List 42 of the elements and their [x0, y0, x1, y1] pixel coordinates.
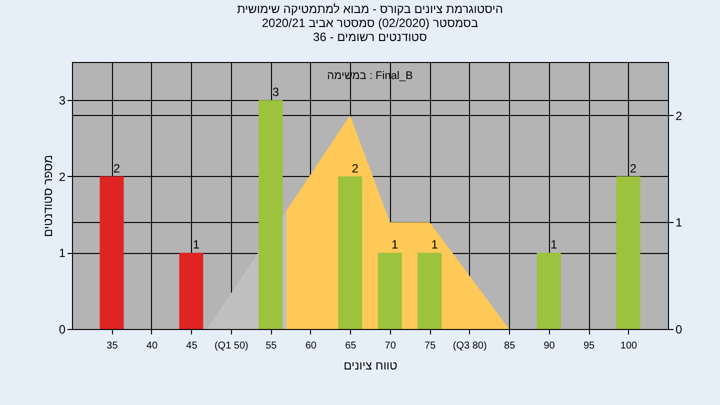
x-tick-label: 90	[544, 340, 556, 352]
data-label: 1	[431, 238, 438, 252]
x-tick-label: 60	[305, 340, 317, 352]
bar	[258, 100, 283, 329]
y-tick-label: 2	[58, 170, 66, 184]
x-axis-title: טווח ציונים	[344, 358, 398, 372]
x-tick-label: 95	[583, 340, 596, 352]
text: סטודנטים רשומים - 36	[313, 30, 427, 44]
data-label: 1	[550, 238, 558, 252]
text: היסטוגרמת ציונים בקורס - מבוא למתמטיקה שימושית	[236, 2, 504, 16]
x-tick-label: (Q1 50)	[214, 340, 248, 352]
data-label: 1	[392, 238, 399, 252]
y2-tick-label: 1	[676, 216, 682, 230]
text: בסמסטר (02/2020) סמסטר אביב 2020/21	[262, 16, 478, 30]
data-label: 2	[113, 161, 120, 176]
bar	[536, 252, 561, 329]
y2-tick-label: 2	[676, 108, 682, 123]
bar	[418, 252, 442, 329]
bar	[179, 252, 204, 329]
y2-tick-label: 0	[676, 322, 682, 336]
data-label: 2	[630, 161, 637, 176]
x-tick-label: 45	[186, 340, 198, 352]
x-tick-label: 55	[266, 340, 278, 352]
y-tick-label: 0	[58, 322, 66, 336]
data-label: 3	[272, 85, 280, 100]
x-tick-label: 85	[504, 340, 516, 352]
bar	[100, 176, 124, 329]
x-tick-label: 70	[384, 340, 396, 352]
y-axis-title: מספר סטודנטים	[40, 154, 55, 238]
x-tick-label: 35	[106, 340, 118, 352]
bar	[616, 176, 640, 329]
x-tick-label: (Q3 80)	[452, 340, 487, 352]
x-tick-label: 65	[345, 340, 357, 352]
y-tick-label: 1	[58, 246, 66, 260]
bar	[338, 176, 362, 329]
y-tick-label: 3	[58, 94, 66, 108]
data-label: 1	[192, 238, 200, 252]
data-label: 2	[352, 161, 359, 176]
x-tick-label: 100	[620, 340, 638, 352]
bar	[378, 252, 402, 329]
x-tick-label: 75	[424, 340, 436, 352]
x-tick-label: 40	[146, 340, 158, 352]
